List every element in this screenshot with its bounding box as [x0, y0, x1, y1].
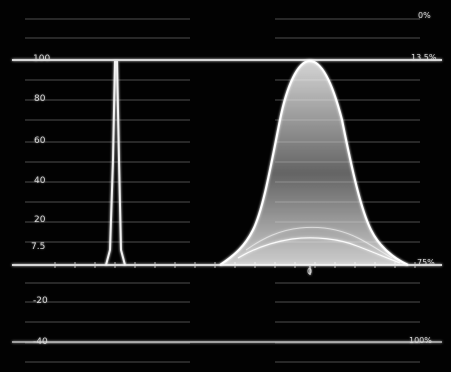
ire-label-40: 40 — [34, 176, 46, 186]
ire-label-20: 20 — [34, 215, 46, 225]
right-label-top: 0% — [418, 11, 431, 20]
graticule-lines — [25, 18, 420, 363]
ire-label-7-5: 7.5 — [31, 242, 46, 252]
ire-label-80: 80 — [34, 94, 46, 104]
bell-trace — [219, 59, 409, 266]
right-label-upper: 13.5% — [411, 53, 437, 62]
ire-label-minus-40: -40 — [33, 337, 48, 347]
ire-label-minus-20: -20 — [33, 296, 48, 306]
right-label-middle: 75% — [417, 258, 435, 267]
center-marker-icon: 0 — [307, 267, 313, 276]
reference-lines — [12, 59, 442, 343]
left-sync-pulse — [105, 61, 126, 266]
ire-label-60: 60 — [34, 136, 46, 146]
right-label-bottom: 100% — [409, 336, 432, 345]
ire-label-100: 100 — [33, 54, 51, 64]
